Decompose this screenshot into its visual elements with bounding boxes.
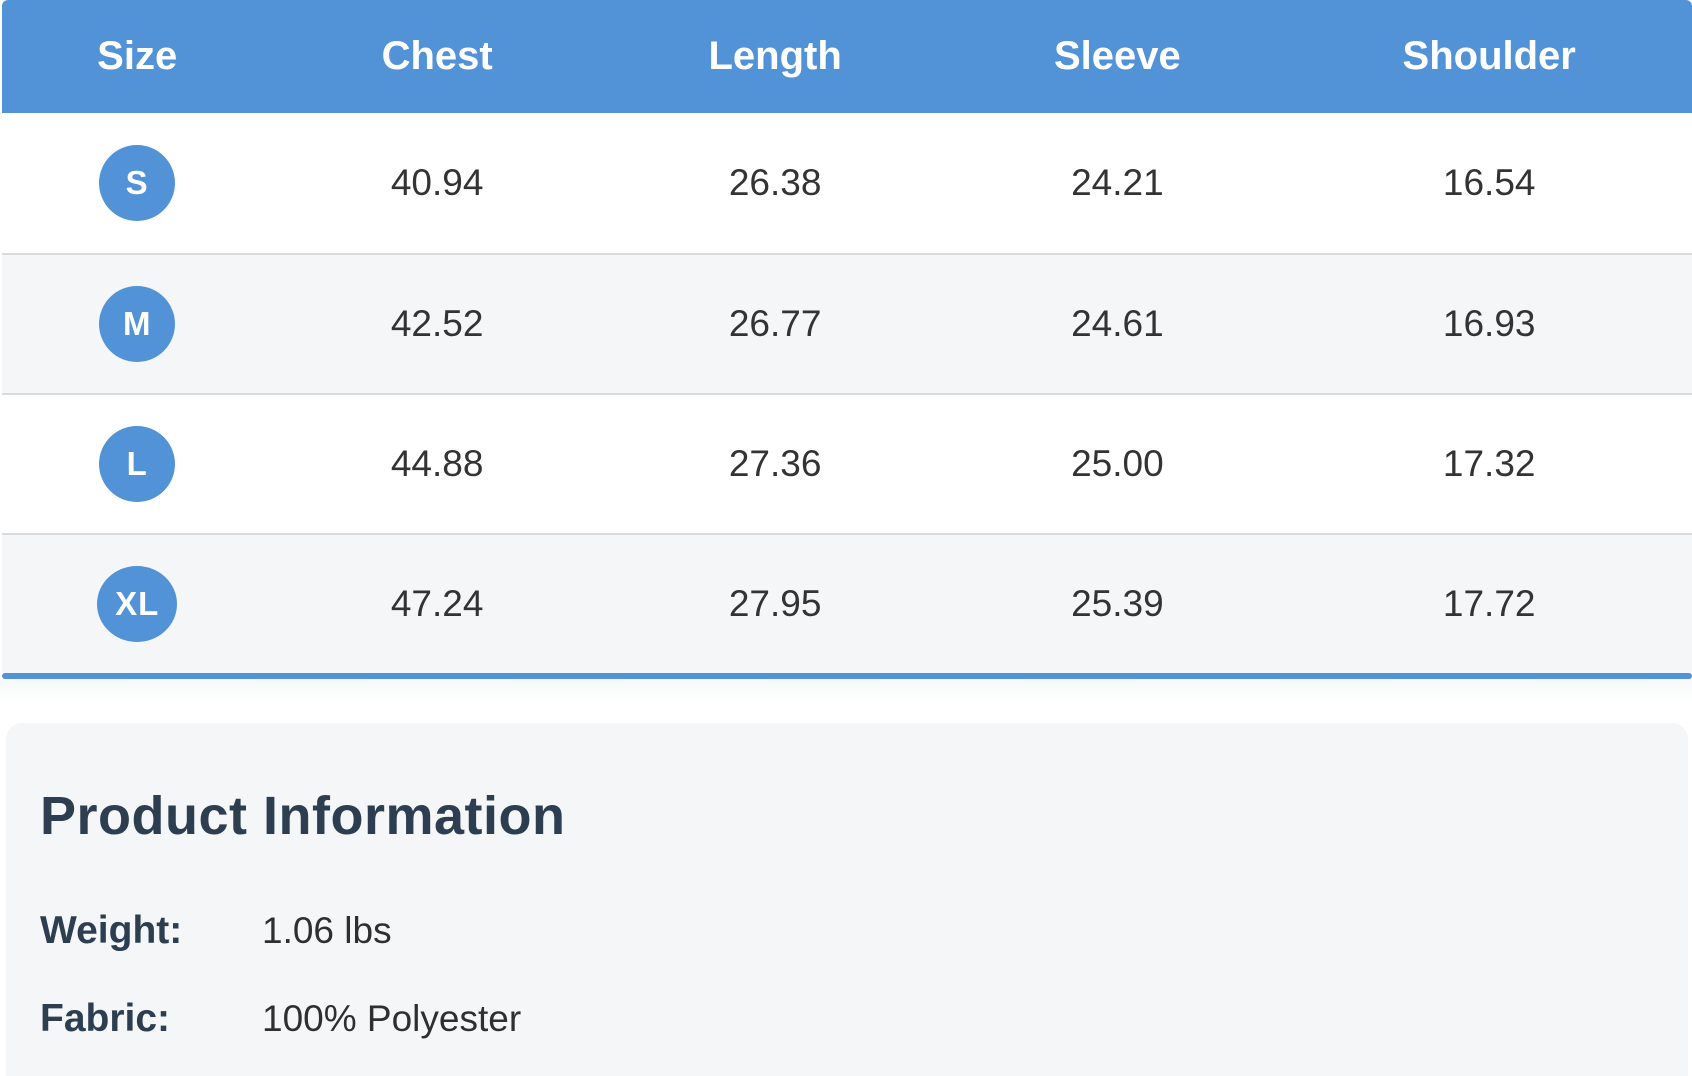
table-row-s: S 40.94 26.38 24.21 16.54 (2, 113, 1692, 253)
cell-sleeve: 25.39 (948, 533, 1287, 673)
column-header-length: Length (601, 0, 949, 113)
cell-chest: 40.94 (272, 113, 602, 253)
cell-chest: 44.88 (272, 393, 602, 533)
cell-size: M (2, 253, 273, 393)
size-badge-l: L (99, 426, 176, 502)
size-chart: Size Chest Length Sleeve Shoulder S 40.9… (2, 0, 1692, 673)
column-header-size: Size (2, 0, 273, 113)
column-header-chest: Chest (272, 0, 602, 113)
weight-value: 1.06 lbs (262, 910, 392, 951)
cell-sleeve: 24.61 (948, 253, 1287, 393)
info-row-weight: Weight: 1.06 lbs (40, 909, 1652, 953)
size-badge-m: M (99, 286, 176, 362)
size-chart-header: Size Chest Length Sleeve Shoulder (2, 0, 1692, 113)
cell-length: 26.38 (601, 113, 949, 253)
cell-sleeve: 25.00 (948, 393, 1287, 533)
cell-length: 27.95 (601, 533, 949, 673)
cell-length: 27.36 (601, 393, 949, 533)
cell-size: L (2, 393, 273, 533)
fabric-label: Fabric: (40, 997, 171, 1040)
cell-shoulder: 17.72 (1286, 533, 1692, 673)
column-header-shoulder: Shoulder (1286, 0, 1692, 113)
cell-size: S (2, 113, 273, 253)
table-row-l: L 44.88 27.36 25.00 17.32 (2, 393, 1692, 533)
info-row-fabric: Fabric: 100% Polyester (40, 997, 1652, 1041)
table-row-xl: XL 47.24 27.95 25.39 17.72 (2, 533, 1692, 673)
table-row-m: M 42.52 26.77 24.61 16.93 (2, 253, 1692, 393)
table-bottom-accent-bar (2, 673, 1692, 679)
cell-length: 26.77 (601, 253, 949, 393)
cell-chest: 47.24 (272, 533, 602, 673)
cell-chest: 42.52 (272, 253, 602, 393)
column-header-sleeve: Sleeve (948, 0, 1287, 113)
cell-sleeve: 24.21 (948, 113, 1287, 253)
size-badge-s: S (99, 145, 176, 221)
cell-shoulder: 16.54 (1286, 113, 1692, 253)
size-chart-table: Size Chest Length Sleeve Shoulder S 40.9… (2, 0, 1692, 673)
weight-label: Weight: (40, 909, 183, 952)
size-badge-xl: XL (97, 566, 178, 642)
fabric-value: 100% Polyester (262, 998, 522, 1039)
cell-size: XL (2, 533, 273, 673)
section-gap (0, 679, 1692, 723)
cell-shoulder: 16.93 (1286, 253, 1692, 393)
cell-shoulder: 17.32 (1286, 393, 1692, 533)
product-information-title: Product Information (40, 786, 566, 846)
product-information-panel: Product Information Weight: 1.06 lbs Fab… (6, 723, 1688, 1076)
header-row: Size Chest Length Sleeve Shoulder (2, 0, 1692, 113)
